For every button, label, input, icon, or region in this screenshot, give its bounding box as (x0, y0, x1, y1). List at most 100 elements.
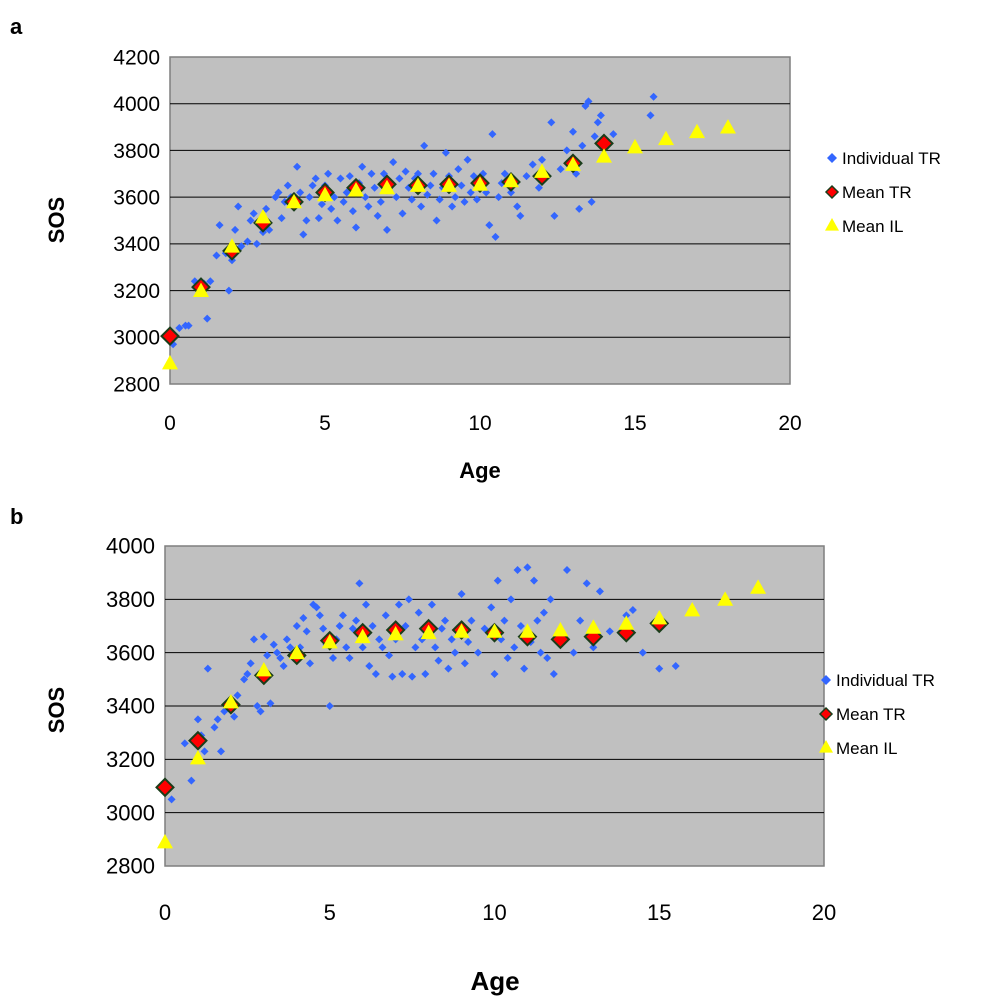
individual-tr-point (538, 155, 546, 164)
individual-tr-point (269, 640, 278, 649)
mean-il-point (354, 628, 371, 644)
mean-il-point (286, 193, 302, 209)
individual-tr-point (539, 608, 548, 617)
individual-tr-point (259, 632, 268, 641)
individual-tr-point (638, 648, 647, 657)
individual-tr-point (215, 221, 224, 230)
legend-marker (819, 740, 833, 753)
individual-tr-point (329, 654, 338, 662)
individual-tr-point (358, 643, 367, 652)
mean-tr-point (160, 326, 180, 347)
individual-tr-point (404, 595, 413, 604)
individual-tr-point (243, 670, 252, 678)
individual-tr-point (543, 654, 552, 662)
individual-tr-point (394, 600, 403, 609)
data-marks (160, 92, 736, 370)
individual-tr-point (429, 169, 438, 178)
individual-tr-point (435, 195, 444, 204)
individual-tr-point (389, 158, 398, 167)
individual-tr-point (414, 608, 423, 617)
individual-tr-point (447, 635, 456, 644)
individual-tr-point (187, 776, 196, 785)
legend-marker (824, 184, 840, 200)
y-tick-label: 3400 (106, 694, 155, 719)
individual-tr-point (605, 627, 614, 636)
mean-il-point (162, 354, 178, 370)
individual-tr-point (451, 193, 460, 202)
y-axis-label: SOS (44, 197, 69, 243)
individual-tr-point (546, 595, 555, 604)
mean-il-point (689, 123, 705, 139)
individual-tr-point (361, 600, 370, 609)
individual-tr-point (279, 662, 288, 670)
individual-tr-point (590, 132, 599, 141)
mean-il-point (255, 208, 271, 224)
mean-il-point (348, 182, 364, 197)
individual-tr-point (408, 672, 417, 681)
individual-tr-point (534, 183, 543, 192)
individual-tr-point (533, 616, 542, 625)
individual-tr-point (516, 211, 525, 220)
mean-tr-point (188, 730, 208, 751)
mean-il-point (684, 602, 701, 617)
y-tick-label: 3400 (113, 233, 160, 256)
individual-tr-point (342, 643, 351, 652)
individual-tr-point (646, 111, 655, 120)
individual-tr-point (370, 183, 379, 192)
individual-tr-point (308, 181, 317, 190)
individual-tr-point (671, 662, 680, 670)
legend: Individual TR Mean TR Mean IL (818, 671, 935, 758)
individual-tr-point (355, 579, 364, 588)
individual-tr-point (381, 611, 390, 620)
individual-tr-point (246, 659, 255, 668)
mean-il-point (387, 626, 404, 641)
individual-tr-point (212, 251, 221, 260)
individual-tr-point (339, 197, 348, 206)
individual-tr-point (510, 643, 519, 652)
x-tick-label: 20 (812, 900, 836, 925)
individual-tr-point (507, 188, 515, 197)
individual-tr-point (457, 590, 466, 598)
individual-tr-point (314, 214, 323, 223)
individual-tr-point (286, 643, 295, 652)
individual-tr-point (210, 723, 219, 732)
individual-tr-point (217, 747, 226, 756)
individual-tr-point (376, 197, 385, 206)
mean-il-point (420, 624, 437, 640)
individual-tr-point (488, 130, 497, 139)
individual-tr-point (550, 211, 559, 220)
legend-marker (821, 675, 831, 685)
individual-tr-point (243, 237, 252, 246)
mean-il-point (222, 694, 239, 709)
mean-il-point (321, 634, 338, 649)
legend-label: Mean TR (842, 183, 912, 202)
individual-tr-point (252, 239, 261, 248)
mean-il-point (627, 138, 643, 154)
individual-tr-point (431, 643, 440, 652)
mean-il-point (157, 834, 173, 849)
mean-il-point (486, 623, 503, 638)
individual-tr-point (485, 221, 494, 230)
x-axis-label: Age (470, 966, 519, 996)
individual-tr-point (327, 204, 336, 213)
y-tick-label: 3000 (106, 800, 155, 825)
individual-tr-point (352, 223, 360, 232)
individual-tr-point (305, 659, 314, 668)
individual-tr-point (434, 656, 443, 665)
individual-tr-point (233, 691, 242, 700)
legend-marker (818, 706, 834, 722)
individual-tr-point (203, 664, 212, 673)
individual-tr-point (513, 566, 522, 574)
individual-tr-point (361, 193, 370, 202)
individual-tr-point (457, 181, 466, 190)
gridlines (165, 598, 824, 814)
individual-tr-point (522, 172, 531, 181)
chart-panel-a: a 2800 3000 3200 3400 3600 3800 4000 4200 0 5 10 1… (10, 14, 941, 483)
mean-il-point (288, 644, 305, 660)
x-tick-labels: 0 5 10 15 20 (159, 900, 836, 925)
individual-tr-point (441, 616, 450, 625)
x-tick-label: 20 (778, 412, 801, 435)
individual-tr-point (500, 169, 509, 178)
individual-tr-point (520, 664, 529, 673)
mean-il-point (453, 623, 470, 638)
